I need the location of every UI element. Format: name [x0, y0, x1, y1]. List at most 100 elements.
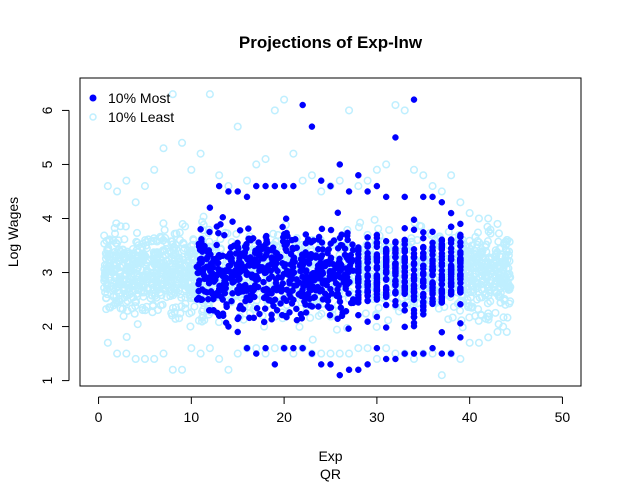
least-point	[261, 155, 270, 164]
least-point	[385, 225, 394, 235]
least-point	[447, 349, 456, 358]
most-point	[382, 267, 390, 274]
least-point	[437, 187, 446, 196]
most-point	[195, 240, 203, 248]
most-point	[304, 236, 312, 243]
least-point	[198, 217, 207, 226]
most-point	[229, 218, 236, 225]
most-point	[457, 301, 464, 308]
most-point	[373, 294, 381, 301]
least-point	[332, 325, 341, 334]
most-point	[319, 268, 326, 276]
least-point	[176, 273, 185, 282]
most-point	[345, 188, 353, 195]
most-point	[401, 247, 408, 254]
most-point	[327, 226, 335, 234]
least-point	[121, 298, 131, 307]
least-point	[372, 354, 381, 364]
least-point	[317, 349, 326, 358]
most-point	[304, 257, 312, 265]
most-point	[213, 272, 220, 279]
legend-least-marker	[89, 113, 97, 121]
least-point	[484, 227, 493, 236]
least-point	[472, 249, 482, 258]
most-point	[286, 309, 293, 316]
most-point	[373, 313, 381, 321]
least-point	[295, 322, 304, 331]
most-point	[457, 220, 464, 228]
most-point	[373, 243, 381, 251]
most-point	[410, 277, 418, 284]
most-point	[253, 304, 261, 312]
least-point	[437, 371, 446, 380]
most-point	[457, 233, 464, 240]
most-point	[420, 290, 427, 298]
most-point	[392, 254, 399, 261]
most-point	[280, 270, 288, 278]
least-point	[102, 294, 111, 303]
most-point	[289, 263, 297, 271]
least-point	[474, 338, 483, 347]
chart-title: Projections of Exp-lnw	[239, 33, 423, 52]
least-point	[158, 280, 167, 289]
least-point	[197, 317, 207, 326]
most-point	[401, 282, 408, 290]
most-point	[205, 247, 213, 254]
most-point	[280, 182, 288, 190]
most-point	[195, 287, 202, 295]
most-point	[438, 289, 446, 296]
most-point	[392, 278, 399, 285]
least-point	[503, 256, 512, 265]
least-point	[138, 288, 147, 297]
most-point	[429, 247, 436, 255]
least-point	[137, 286, 146, 296]
least-point	[308, 335, 317, 344]
most-point	[239, 305, 247, 313]
most-point	[283, 297, 290, 305]
most-point	[308, 123, 316, 130]
most-point	[410, 282, 418, 290]
least-point	[184, 252, 193, 261]
least-point	[354, 223, 363, 232]
least-point	[185, 249, 194, 258]
most-point	[447, 350, 455, 357]
most-point	[279, 280, 287, 287]
most-point	[438, 237, 446, 245]
most-point	[401, 236, 408, 244]
least-point	[113, 187, 122, 196]
least-point	[205, 90, 214, 99]
x-tick-label: 40	[462, 409, 478, 425]
most-point	[457, 289, 464, 296]
most-point	[373, 251, 381, 258]
most-point	[268, 254, 275, 261]
most-point	[447, 289, 455, 296]
most-point	[256, 310, 263, 318]
y-axis: 1 2 3 4 5 6	[39, 106, 70, 384]
most-point	[299, 101, 306, 109]
least-point	[100, 231, 109, 240]
least-point	[186, 322, 195, 331]
least-point	[187, 165, 196, 174]
series-most-points	[193, 96, 464, 379]
least-point	[415, 221, 424, 230]
least-point	[150, 165, 159, 174]
least-point	[158, 300, 167, 309]
y-axis-label: Log Wages	[5, 197, 21, 267]
most-point	[338, 261, 345, 269]
least-point	[307, 171, 316, 180]
most-point	[318, 286, 325, 294]
least-point	[178, 138, 187, 147]
most-point	[447, 239, 455, 247]
most-point	[382, 193, 390, 201]
least-point	[345, 106, 354, 115]
most-point	[336, 371, 344, 379]
legend: 10% Most 10% Least	[89, 90, 174, 125]
most-point	[373, 263, 381, 270]
most-point	[215, 182, 223, 190]
most-point	[382, 275, 390, 283]
least-point	[242, 344, 252, 353]
least-point	[176, 270, 185, 279]
least-point	[501, 245, 511, 255]
most-point	[382, 324, 390, 331]
least-point	[476, 310, 485, 319]
